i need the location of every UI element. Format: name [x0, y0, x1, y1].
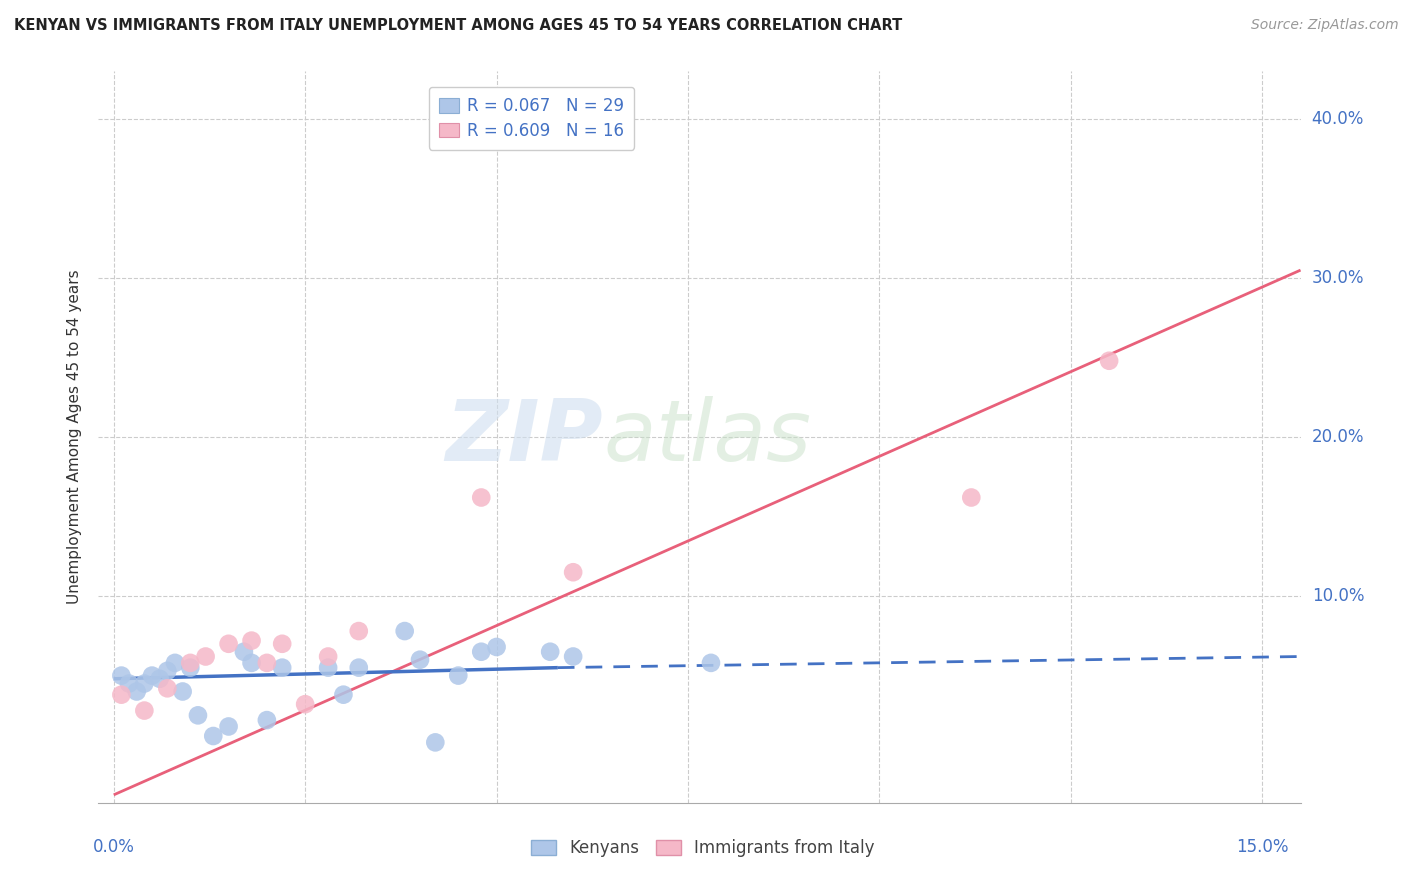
Point [700, 656, 723, 670]
Point [194, 649, 217, 664]
Text: 30.0%: 30.0% [1312, 269, 1364, 287]
Point [187, 708, 209, 723]
Point [256, 713, 278, 727]
Point [562, 566, 585, 580]
Text: Source: ZipAtlas.com: Source: ZipAtlas.com [1251, 18, 1399, 32]
Point [485, 640, 508, 654]
Point [271, 637, 294, 651]
Point [218, 719, 240, 733]
Point [347, 624, 370, 638]
Point [271, 660, 294, 674]
Point [240, 656, 263, 670]
Point [149, 672, 172, 686]
Point [179, 660, 201, 674]
Text: 40.0%: 40.0% [1312, 110, 1364, 128]
Point [332, 688, 354, 702]
Point [316, 649, 339, 664]
Text: 20.0%: 20.0% [1312, 428, 1364, 446]
Point [172, 684, 194, 698]
Point [538, 645, 561, 659]
Point [141, 668, 163, 682]
Text: ZIP: ZIP [446, 395, 603, 479]
Point [156, 681, 179, 696]
Point [256, 656, 278, 670]
Point [347, 660, 370, 674]
Text: 0.0%: 0.0% [93, 838, 135, 855]
Text: KENYAN VS IMMIGRANTS FROM ITALY UNEMPLOYMENT AMONG AGES 45 TO 54 YEARS CORRELATI: KENYAN VS IMMIGRANTS FROM ITALY UNEMPLOY… [14, 18, 903, 33]
Point [394, 624, 416, 638]
Point [447, 668, 470, 682]
Point [294, 697, 316, 711]
Point [409, 653, 432, 667]
Text: 10.0%: 10.0% [1312, 587, 1364, 605]
Legend: Kenyans, Immigrants from Italy: Kenyans, Immigrants from Italy [523, 831, 883, 866]
Point [118, 676, 141, 690]
Point [134, 676, 156, 690]
Legend: R = 0.067   N = 29, R = 0.609   N = 16: R = 0.067 N = 29, R = 0.609 N = 16 [429, 87, 634, 150]
Point [134, 704, 156, 718]
Point [1098, 353, 1121, 368]
Point [470, 491, 492, 505]
Text: atlas: atlas [603, 395, 811, 479]
Point [218, 637, 240, 651]
Point [240, 633, 263, 648]
Point [125, 684, 148, 698]
Y-axis label: Unemployment Among Ages 45 to 54 years: Unemployment Among Ages 45 to 54 years [67, 269, 83, 605]
Point [562, 649, 585, 664]
Point [316, 660, 339, 674]
Point [156, 664, 179, 678]
Point [179, 656, 201, 670]
Point [470, 645, 492, 659]
Text: 15.0%: 15.0% [1236, 838, 1288, 855]
Point [232, 645, 254, 659]
Point [163, 656, 186, 670]
Point [202, 729, 225, 743]
Point [110, 668, 132, 682]
Point [960, 491, 983, 505]
Point [425, 735, 447, 749]
Point [110, 688, 132, 702]
